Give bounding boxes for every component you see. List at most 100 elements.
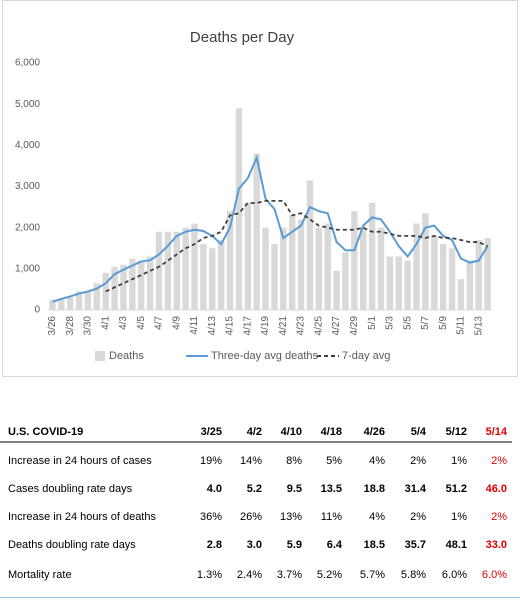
bar xyxy=(58,299,65,310)
table-cell: 35.7 xyxy=(405,539,426,551)
x-tick-label: 5/5 xyxy=(402,316,413,330)
table-cell: Mortality rate xyxy=(8,569,72,581)
table-cell: 13.5 xyxy=(321,483,342,495)
table-cell: 6.4 xyxy=(327,539,343,551)
table-cell: 1% xyxy=(451,511,467,523)
y-tick-label: 2,000 xyxy=(15,222,40,233)
bar xyxy=(484,237,491,310)
bar xyxy=(360,227,367,310)
bar xyxy=(146,256,154,310)
bar xyxy=(315,227,323,310)
bar xyxy=(226,211,234,310)
table-cell: 9.5 xyxy=(287,483,302,495)
table-cell: 2.4% xyxy=(237,569,262,581)
x-tick-label: 4/11 xyxy=(189,316,200,335)
table-cell: Deaths doubling rate days xyxy=(8,539,136,551)
bar xyxy=(75,291,83,310)
x-tick-label: 4/9 xyxy=(171,316,182,330)
table-cell: 2% xyxy=(410,511,426,523)
table-header: 5/14 xyxy=(486,426,508,438)
table-cell: 14% xyxy=(240,455,262,467)
bar xyxy=(422,213,429,310)
table-cell: 4.0 xyxy=(207,483,222,495)
table-header: 5/12 xyxy=(446,426,467,438)
x-tick-label: 4/3 xyxy=(118,316,129,330)
table-header: 4/18 xyxy=(321,426,342,438)
bar xyxy=(386,256,394,310)
table-cell: 48.1 xyxy=(446,539,467,551)
table-cell: Increase in 24 hours of cases xyxy=(8,455,152,467)
bar xyxy=(280,227,287,310)
table-cell: 5.2% xyxy=(317,569,342,581)
x-tick-label: 4/17 xyxy=(242,316,253,336)
bar xyxy=(351,211,358,310)
chart-title: Deaths per Day xyxy=(190,29,295,46)
table-cell: 11% xyxy=(321,511,342,523)
table-cell: 36% xyxy=(200,511,222,523)
bar xyxy=(289,215,296,310)
bar xyxy=(217,240,225,310)
table-cell: 31.4 xyxy=(405,483,427,495)
x-tick-label: 3/28 xyxy=(65,316,76,336)
bar xyxy=(129,258,136,310)
table-cell: 4% xyxy=(369,455,385,467)
bar xyxy=(466,260,473,310)
table-header: 5/4 xyxy=(411,426,427,438)
x-tick-label: 4/7 xyxy=(154,316,165,330)
x-tick-label: 4/19 xyxy=(260,316,271,336)
x-tick-label: 5/7 xyxy=(420,316,431,330)
table-cell: 13% xyxy=(280,511,302,523)
table-cell: 5.8% xyxy=(401,569,426,581)
x-tick-label: 4/27 xyxy=(331,316,342,336)
y-tick-label: 5,000 xyxy=(15,99,40,110)
x-tick-label: 4/23 xyxy=(296,316,307,336)
table-cell: 2% xyxy=(491,511,507,523)
x-tick-label: 4/5 xyxy=(136,316,147,330)
table-cell: 18.8 xyxy=(364,483,385,495)
table-cell: 5% xyxy=(326,455,342,467)
bar xyxy=(395,256,402,310)
y-tick-label: 4,000 xyxy=(15,140,40,151)
bar xyxy=(413,223,420,310)
bar xyxy=(368,202,376,310)
bar xyxy=(67,297,74,310)
x-tick-label: 4/13 xyxy=(207,316,218,336)
x-tick-label: 4/25 xyxy=(313,316,324,336)
table-cell: 2% xyxy=(491,455,507,467)
table-cell: 19% xyxy=(200,455,222,467)
bar xyxy=(200,244,207,310)
x-tick-label: 4/15 xyxy=(225,316,236,336)
bar xyxy=(342,252,349,310)
bar xyxy=(306,180,314,310)
legend-label: Deaths xyxy=(109,350,144,362)
bar xyxy=(182,227,189,310)
table-cell: 2.8 xyxy=(207,539,222,551)
table-header: 3/25 xyxy=(201,426,222,438)
table-cell: Cases doubling rate days xyxy=(8,483,133,495)
bar xyxy=(138,260,145,310)
bar xyxy=(475,240,482,310)
bar xyxy=(49,299,56,310)
bar xyxy=(262,227,269,310)
table-cell: 2% xyxy=(410,455,426,467)
x-tick-label: 5/1 xyxy=(367,316,378,330)
table-cell: 3.7% xyxy=(277,569,302,581)
table-cell: 5.9 xyxy=(287,539,302,551)
legend-label: Three-day avg deaths xyxy=(211,350,319,362)
table-cell: 3.0 xyxy=(247,539,262,551)
x-tick-label: 3/26 xyxy=(47,316,58,336)
y-tick-label: 6,000 xyxy=(15,58,40,69)
y-tick-label: 3,000 xyxy=(15,181,40,192)
bar xyxy=(93,283,101,310)
table-cell: 51.2 xyxy=(446,483,467,495)
bar xyxy=(324,223,331,310)
bar xyxy=(253,153,260,310)
table-cell: 46.0 xyxy=(486,483,507,495)
x-tick-label: 3/30 xyxy=(83,316,94,336)
bar xyxy=(457,279,465,310)
bar xyxy=(84,291,92,310)
x-tick-label: 5/3 xyxy=(385,316,396,330)
x-tick-label: 5/9 xyxy=(438,316,449,330)
table-cell: 1.3% xyxy=(197,569,222,581)
